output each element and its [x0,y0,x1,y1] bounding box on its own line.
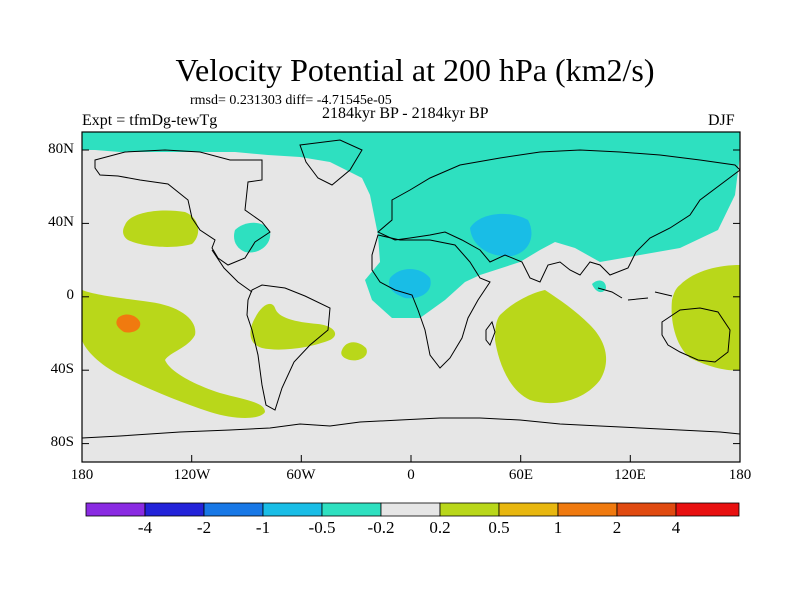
colorbar-swatch [85,502,146,517]
lon-label: 60W [286,467,316,483]
colorbar-swatch [144,502,205,517]
colorbar-label: -0.5 [308,518,336,537]
colorbar-swatch [321,502,382,517]
colorbar-label: -0.2 [367,518,395,537]
colorbar-label: -2 [196,518,212,537]
eurasia-coastline [377,149,740,283]
axis-ticks [81,149,741,462]
indonesia-coastline [597,287,673,301]
colorbar-label: 0.2 [429,518,451,537]
colorbar-label: -1 [255,518,271,537]
lat-label: 40N [48,214,74,230]
lat-label: 40S [50,361,74,377]
antarctica-coastline [82,417,740,439]
lon-label: 60E [508,467,534,483]
australia-positive-region [671,265,740,371]
colorbar-swatch [203,502,264,517]
lon-label: 180 [728,467,752,483]
colorbar [85,502,740,517]
madagascar-coastline [485,320,496,346]
colorbar-label: -4 [137,518,153,537]
australia-coastline [661,307,731,363]
north-america-coastline [94,149,271,266]
indian-ocean-positive-region [495,290,607,404]
coastlines [82,139,760,439]
season-label: DJF [708,112,735,129]
south-america-positive-region [250,303,336,350]
colorbar-label: 2 [612,518,622,537]
colorbar-swatch [675,502,740,517]
arctic-eurasia-negative-region [82,132,740,318]
lon-label: 120W [173,467,211,483]
north-atlantic-negative-region [234,222,271,253]
period-subtitle: 2184kyr BP - 2184kyr BP [322,105,489,122]
experiment-label: Expt = tfmDg-tewTg [82,112,218,129]
stats-label: rmsd= 0.231303 diff= -4.71545e-05 [190,93,392,108]
map-plot-area [82,132,760,462]
central-pacific-positive-core [116,314,141,333]
colorbar-swatch [557,502,618,517]
north-pacific-positive-region [123,210,199,247]
lon-label: 180 [70,467,94,483]
colorbar-swatch [380,502,441,517]
colorbar-label: 1 [553,518,563,537]
central-america-coastline [211,249,253,293]
lon-label: 120E [614,467,646,483]
lat-label: 80N [48,141,74,157]
lat-label: 0 [66,287,75,303]
lon-label: 0 [407,467,415,483]
colorbar-label: 4 [671,518,681,537]
lat-label: 80S [50,434,74,450]
colorbar-swatch [616,502,677,517]
colorbar-swatch [498,502,559,517]
south-america-coastline [246,284,331,411]
greenland-coastline [299,139,363,186]
south-atlantic-positive-spot [341,342,367,361]
map-title: Velocity Potential at 200 hPa (km2/s) [175,52,655,88]
middle-east-negative-core [470,213,532,257]
colorbar-swatch [439,502,500,517]
new-zealand-coastline [742,365,760,390]
africa-coastline [371,234,491,369]
colorbar-label: 0.5 [488,518,510,537]
colorbar-swatch [262,502,323,517]
